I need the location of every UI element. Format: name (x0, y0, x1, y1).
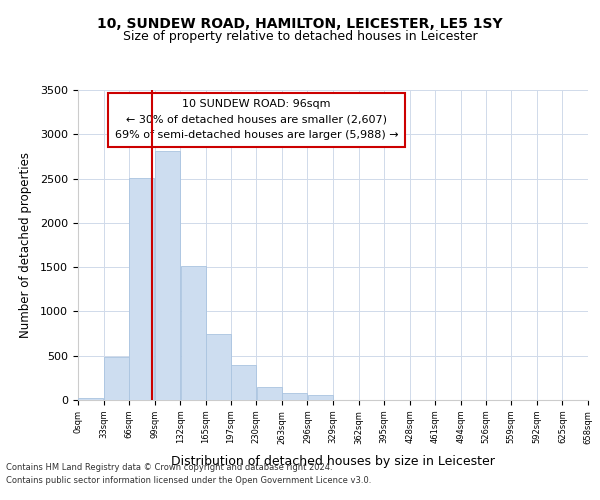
Bar (104, 356, 129, 400)
X-axis label: Distribution of detached houses by size in Leicester: Distribution of detached houses by size … (171, 454, 495, 468)
Bar (308, 395, 332, 400)
Bar (282, 394, 307, 400)
Bar (181, 266, 206, 400)
Text: Size of property relative to detached houses in Leicester: Size of property relative to detached ho… (122, 30, 478, 43)
Bar (231, 364, 256, 400)
Text: Contains HM Land Registry data © Crown copyright and database right 2024.: Contains HM Land Registry data © Crown c… (6, 464, 332, 472)
Text: 10 SUNDEW ROAD: 96sqm
← 30% of detached houses are smaller (2,607)
69% of semi-d: 10 SUNDEW ROAD: 96sqm ← 30% of detached … (115, 100, 398, 140)
Text: 10, SUNDEW ROAD, HAMILTON, LEICESTER, LE5 1SY: 10, SUNDEW ROAD, HAMILTON, LEICESTER, LE… (97, 18, 503, 32)
Text: Contains public sector information licensed under the Open Government Licence v3: Contains public sector information licen… (6, 476, 371, 485)
Bar (79, 398, 103, 400)
Bar (130, 178, 154, 400)
Bar (257, 386, 281, 400)
Bar (206, 334, 231, 400)
Y-axis label: Number of detached properties: Number of detached properties (19, 152, 32, 338)
Bar (155, 151, 180, 400)
